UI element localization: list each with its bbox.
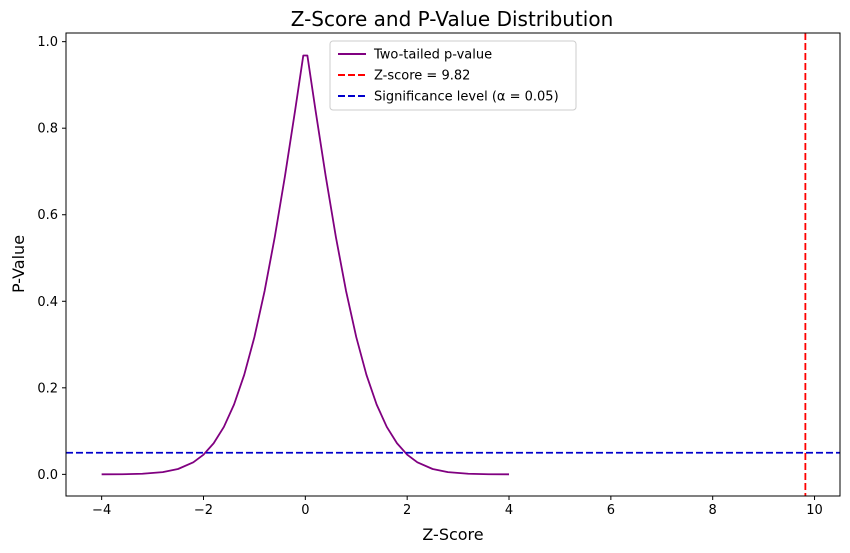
y-axis-ticks: 0.0 0.2 0.4 0.6 0.8 1.0 — [37, 35, 66, 483]
chart-title: Z-Score and P-Value Distribution — [291, 7, 614, 31]
y-tick-label: 0.0 — [37, 468, 58, 483]
x-tick-label: 4 — [505, 503, 513, 518]
x-tick-label: 6 — [607, 503, 615, 518]
legend-label-p-value: Two-tailed p-value — [373, 48, 492, 63]
x-tick-label: −2 — [194, 503, 213, 518]
plot-area: −4 −2 0 2 4 6 8 10 0.0 0.2 0.4 0.6 0.8 1.0 — [37, 32, 841, 518]
x-tick-label: 2 — [403, 503, 411, 518]
axes-frame — [65, 32, 841, 497]
legend-box — [329, 40, 577, 111]
x-tick-label: −4 — [92, 503, 111, 518]
x-tick-label: 10 — [806, 503, 823, 518]
legend-label-significance: Significance level (α = 0.05) — [374, 90, 559, 105]
y-axis-label: P-Value — [9, 235, 28, 293]
series-layer — [66, 33, 840, 496]
x-tick-label: 0 — [301, 503, 309, 518]
y-tick-label: 0.8 — [37, 122, 58, 137]
x-tick-label: 8 — [709, 503, 717, 518]
y-tick-label: 1.0 — [37, 35, 58, 50]
p-value-curve — [101, 54, 510, 476]
legend-label-z-score: Z-score = 9.82 — [374, 69, 470, 84]
y-tick-label: 0.6 — [37, 208, 58, 223]
y-tick-label: 0.2 — [37, 381, 58, 396]
y-tick-label: 0.4 — [37, 295, 58, 310]
x-axis-ticks: −4 −2 0 2 4 6 8 10 — [92, 496, 823, 518]
legend: Two-tailed p-value Z-score = 9.82 Signif… — [329, 40, 577, 111]
x-axis-label: Z-Score — [422, 525, 483, 544]
